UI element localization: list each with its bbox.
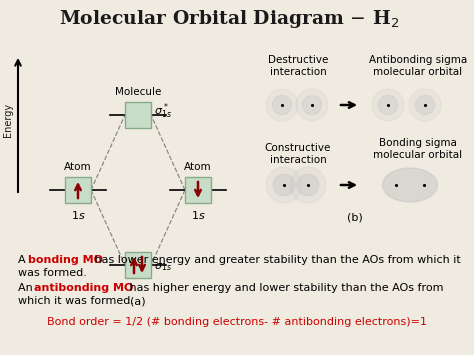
Text: molecular orbital: molecular orbital <box>374 150 463 160</box>
Text: interaction: interaction <box>270 155 327 165</box>
FancyBboxPatch shape <box>125 252 151 278</box>
Text: molecular orbital: molecular orbital <box>374 67 463 77</box>
Text: Antibonding sigma: Antibonding sigma <box>369 55 467 65</box>
FancyBboxPatch shape <box>65 177 91 203</box>
Circle shape <box>273 95 292 115</box>
Text: Molecular Orbital Diagram $-$ H$_2$: Molecular Orbital Diagram $-$ H$_2$ <box>59 8 399 30</box>
Text: Bond order = 1/2 (# bonding electrons- # antibonding electrons)=1: Bond order = 1/2 (# bonding electrons- #… <box>47 317 427 327</box>
Circle shape <box>297 174 319 196</box>
Text: has lower energy and greater stability than the AOs from which it: has lower energy and greater stability t… <box>91 255 461 265</box>
Text: Bonding sigma: Bonding sigma <box>379 138 457 148</box>
Text: $\sigma_{1s}$: $\sigma_{1s}$ <box>154 261 172 273</box>
Text: has higher energy and lower stability than the AOs from: has higher energy and lower stability th… <box>126 283 444 293</box>
Text: interaction: interaction <box>270 67 327 77</box>
FancyBboxPatch shape <box>185 177 211 203</box>
Circle shape <box>372 89 404 121</box>
Text: Energy: Energy <box>3 103 13 137</box>
Text: which it was formed.: which it was formed. <box>18 296 134 306</box>
Text: $1s$: $1s$ <box>191 209 205 221</box>
Circle shape <box>302 95 321 115</box>
Text: An: An <box>18 283 36 293</box>
Circle shape <box>290 167 326 203</box>
Text: bonding MO: bonding MO <box>28 255 103 265</box>
Circle shape <box>415 95 435 115</box>
Circle shape <box>266 89 298 121</box>
Circle shape <box>378 95 398 115</box>
Text: (a): (a) <box>130 297 146 307</box>
Text: Atom: Atom <box>184 162 212 172</box>
Text: $1s$: $1s$ <box>71 209 85 221</box>
Text: was formed.: was formed. <box>18 268 87 278</box>
Text: A: A <box>18 255 29 265</box>
Text: Atom: Atom <box>64 162 92 172</box>
Text: Molecule: Molecule <box>115 87 161 97</box>
Text: antibonding MO: antibonding MO <box>34 283 133 293</box>
Circle shape <box>273 174 295 196</box>
Text: Destructive: Destructive <box>268 55 328 65</box>
Text: Constructive: Constructive <box>265 143 331 153</box>
Circle shape <box>409 89 441 121</box>
Ellipse shape <box>383 168 438 202</box>
Circle shape <box>266 167 302 203</box>
Circle shape <box>296 89 328 121</box>
Text: (b): (b) <box>347 213 363 223</box>
Text: $\sigma^*_{1s}$: $\sigma^*_{1s}$ <box>154 101 172 121</box>
FancyBboxPatch shape <box>125 102 151 128</box>
